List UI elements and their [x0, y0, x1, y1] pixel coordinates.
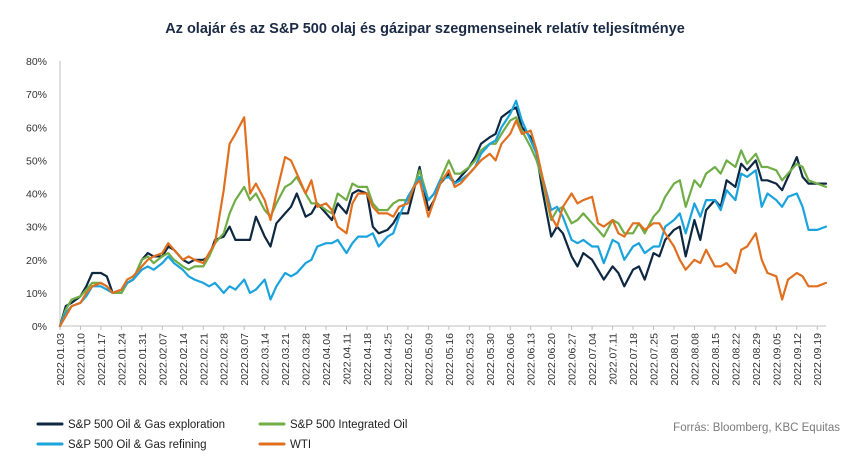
x-tick-label: 2022.05.30: [485, 333, 497, 386]
x-tick-label: 2022.02.28: [219, 333, 231, 386]
legend: S&P 500 Oil & Gas exploration S&P 500 Int…: [36, 419, 407, 451]
x-tick-label: 2022.02.07: [157, 333, 169, 386]
x-tick-label: 2022.03.14: [260, 333, 272, 386]
x-tick-label: 2022.03.21: [280, 333, 292, 386]
x-tick-label: 2022.02.21: [198, 333, 210, 386]
x-tick-label: 2022.08.01: [669, 333, 681, 386]
chart-title: Az olajár és az S&P 500 olaj és gázipar …: [165, 21, 685, 37]
x-tick-label: 2022.07.11: [608, 333, 620, 385]
x-tick-label: 2022.07.25: [649, 333, 661, 386]
x-tick-label: 2022.01.10: [75, 333, 87, 386]
x-tick-label: 2022.01.17: [96, 333, 108, 386]
x-tick-label: 2022.04.25: [382, 333, 394, 386]
legend-label: WTI: [290, 439, 311, 451]
x-tick-label: 2022.03.07: [239, 333, 251, 386]
x-tick-label: 2022.03.28: [301, 333, 313, 386]
y-tick-label: 0%: [32, 321, 47, 333]
legend-label: S&P 500 Integrated Oil: [290, 419, 407, 431]
y-tick-label: 80%: [26, 56, 47, 68]
x-tick-label: 2022.07.18: [628, 333, 640, 386]
y-tick-label: 20%: [26, 255, 47, 267]
x-tick-label: 2022.09.12: [792, 333, 804, 386]
series-line-2: [58, 116, 828, 328]
source-note: Forrás: Bloomberg, KBC Equitas: [673, 422, 840, 434]
y-tick-label: 60%: [26, 122, 47, 134]
x-tick-label: 2022.09.19: [812, 333, 824, 386]
x-tick-label: 2022.06.27: [567, 333, 579, 386]
y-tick-label: 70%: [26, 89, 47, 101]
y-tick-label: 40%: [26, 189, 47, 201]
axes: 0% 10% 20% 30% 40% 50% 60% 70% 80% 2022.01.03 2022…: [26, 56, 826, 386]
x-tick-label: 2022.05.16: [444, 333, 456, 386]
x-tick-label: 2022.08.15: [710, 333, 722, 386]
y-tick-label: 50%: [26, 155, 47, 167]
x-tick-label: 2022.01.03: [55, 333, 67, 386]
series-line-4: [58, 116, 828, 328]
y-tick-label: 30%: [26, 222, 47, 234]
x-tick-label: 2022.01.24: [116, 333, 128, 386]
x-tick-label: 2022.08.08: [689, 333, 701, 386]
series-line-3: [58, 99, 828, 328]
y-tick-label: 10%: [26, 288, 47, 300]
x-tick-label: 2022.04.04: [321, 333, 333, 386]
x-tick-label: 2022.07.04: [587, 333, 599, 386]
x-tick-label: 2022.08.22: [730, 333, 742, 386]
x-tick-label: 2022.06.20: [546, 333, 558, 386]
series-lines: [58, 99, 828, 328]
legend-label: S&P 500 Oil & Gas refining: [68, 439, 207, 451]
x-tick-label: 2022.05.09: [423, 333, 435, 386]
x-tick-label: 2022.05.23: [464, 333, 476, 386]
x-tick-label: 2022.09.05: [771, 333, 783, 386]
x-tick-label: 2022.05.02: [403, 333, 415, 386]
x-tick-label: 2022.04.18: [362, 333, 374, 386]
x-tick-label: 2022.04.11: [342, 333, 354, 385]
x-tick-label: 2022.08.29: [751, 333, 763, 386]
series-line-1: [58, 106, 828, 328]
x-tick-label: 2022.02.14: [178, 333, 190, 386]
legend-label: S&P 500 Oil & Gas exploration: [68, 419, 225, 431]
x-tick-label: 2022.06.13: [526, 333, 538, 386]
x-tick-label: 2022.01.31: [137, 333, 149, 386]
x-tick-label: 2022.06.06: [505, 333, 517, 386]
